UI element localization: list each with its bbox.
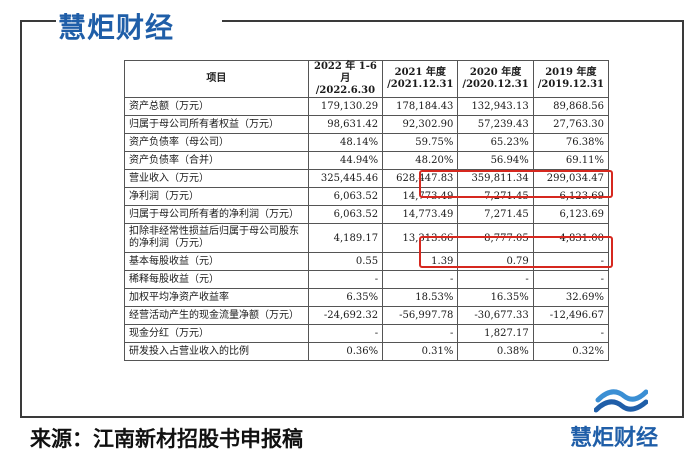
row-value: 14,773.49 <box>382 205 459 224</box>
row-value: 32.69% <box>532 288 610 307</box>
brand-logo-bottom: 慧炬财经 <box>570 426 659 451</box>
row-value: 69.11% <box>532 151 610 170</box>
row-value: -30,677.33 <box>457 306 534 325</box>
row-value: 4,831.00 <box>532 223 610 253</box>
row-label: 净利润（万元） <box>124 187 309 206</box>
row-value: 92,302.90 <box>382 115 459 134</box>
row-label: 扣除非经常性损益后归属于母公司股东的净利润（万元） <box>124 223 309 253</box>
row-value: 48.14% <box>307 133 384 152</box>
page-frame <box>20 20 684 418</box>
row-value: 48.20% <box>382 151 459 170</box>
row-label: 归属于母公司所有者的净利润（万元） <box>124 205 309 224</box>
frame-top-left-rule <box>20 20 56 22</box>
table-row: 资产负债率（合并） 44.94% 48.20% 56.94% 69.11% <box>124 151 610 170</box>
header-2021: 2021 年度 /2021.12.31 <box>382 60 459 98</box>
row-value: -24,692.32 <box>307 306 384 325</box>
row-value: 4,189.17 <box>307 223 384 253</box>
row-value: - <box>457 270 534 289</box>
row-value: 6,063.52 <box>307 205 384 224</box>
table-header-row: 项目 2022 年 1-6 月 /2022.6.30 2021 年度 /2021… <box>124 60 610 98</box>
highlight-box-revenue <box>419 170 613 198</box>
row-value: 1,827.17 <box>457 324 534 343</box>
row-value: 16.35% <box>457 288 534 307</box>
row-value: - <box>532 324 610 343</box>
row-value: -56,997.78 <box>382 306 459 325</box>
row-value: 56.94% <box>457 151 534 170</box>
table-row: 经营活动产生的现金流量净额（万元） -24,692.32 -56,997.78 -30… <box>124 306 610 325</box>
row-value: 0.36% <box>307 342 384 361</box>
row-value: 44.94% <box>307 151 384 170</box>
table-row: 资产总额（万元） 179,130.29 178,184.43 132,943.13 89… <box>124 97 610 116</box>
row-value: - <box>307 324 384 343</box>
table-row: 稀释每股收益（元） - - - - <box>124 270 610 289</box>
table-row: 归属于母公司所有者权益（万元） 98,631.42 92,302.90 57,239.… <box>124 115 610 134</box>
row-value: 98,631.42 <box>307 115 384 134</box>
row-label: 营业收入（万元） <box>124 169 309 188</box>
row-label: 研发投入占营业收入的比例 <box>124 342 309 361</box>
brand-logo-top: 慧炬财经 <box>58 11 175 44</box>
financial-summary-table: 项目 2022 年 1-6 月 /2022.6.30 2021 年度 /2021… <box>124 60 610 361</box>
row-value: - <box>382 324 459 343</box>
header-2019: 2019 年度 /2019.12.31 <box>532 60 610 98</box>
row-value: 6,063.52 <box>307 187 384 206</box>
row-label: 资产负债率（合并） <box>124 151 309 170</box>
row-value: 178,184.43 <box>382 97 459 116</box>
row-label: 经营活动产生的现金流量净额（万元） <box>124 306 309 325</box>
row-value: 57,239.43 <box>457 115 534 134</box>
row-label: 稀释每股收益（元） <box>124 270 309 289</box>
table-row: 研发投入占营业收入的比例 0.36% 0.31% 0.38% 0.32% <box>124 342 610 361</box>
frame-top-right-rule <box>222 20 682 22</box>
row-value: 0.32% <box>532 342 610 361</box>
row-value: 7,271.45 <box>457 205 534 224</box>
row-value: 0.55 <box>307 252 384 271</box>
row-value: 6,123.69 <box>532 205 610 224</box>
table-row: 资产负债率（母公司） 48.14% 59.75% 65.23% 76.38% <box>124 133 610 152</box>
row-value: - <box>307 270 384 289</box>
row-value: - <box>382 270 459 289</box>
header-2022h1: 2022 年 1-6 月 /2022.6.30 <box>307 60 384 98</box>
row-label: 加权平均净资产收益率 <box>124 288 309 307</box>
row-label: 现金分红（万元） <box>124 324 309 343</box>
source-caption: 来源：江南新材招股书申报稿 <box>30 427 303 451</box>
table-row: 加权平均净资产收益率 6.35% 18.53% 16.35% 32.69% <box>124 288 610 307</box>
row-value: 6.35% <box>307 288 384 307</box>
table-row: 归属于母公司所有者的净利润（万元） 6,063.52 14,773.49 7,271.… <box>124 205 610 224</box>
row-label: 基本每股收益（元） <box>124 252 309 271</box>
table-row: 基本每股收益（元） 0.55 1.39 0.79- <box>124 252 610 271</box>
header-item: 项目 <box>124 60 309 98</box>
row-value: 59.75% <box>382 133 459 152</box>
row-value: 0.31% <box>382 342 459 361</box>
row-value: 27,763.30 <box>532 115 610 134</box>
row-value: 76.38% <box>532 133 610 152</box>
row-value: 89,868.56 <box>532 97 610 116</box>
row-value: 325,445.46 <box>307 169 384 188</box>
row-value: 0.38% <box>457 342 534 361</box>
brand-wave-icon <box>594 389 648 413</box>
table-row: 现金分红（万元） - -1,827.17- <box>124 324 610 343</box>
header-2020: 2020 年度 /2020.12.31 <box>457 60 534 98</box>
row-value: - <box>532 270 610 289</box>
row-value: 18.53% <box>382 288 459 307</box>
row-value: 179,130.29 <box>307 97 384 116</box>
highlight-box-adjusted-net-profit <box>419 236 613 268</box>
row-value: 132,943.13 <box>457 97 534 116</box>
row-label: 归属于母公司所有者权益（万元） <box>124 115 309 134</box>
row-value: -12,496.67 <box>532 306 610 325</box>
row-label: 资产总额（万元） <box>124 97 309 116</box>
row-label: 资产负债率（母公司） <box>124 133 309 152</box>
row-value: 65.23% <box>457 133 534 152</box>
